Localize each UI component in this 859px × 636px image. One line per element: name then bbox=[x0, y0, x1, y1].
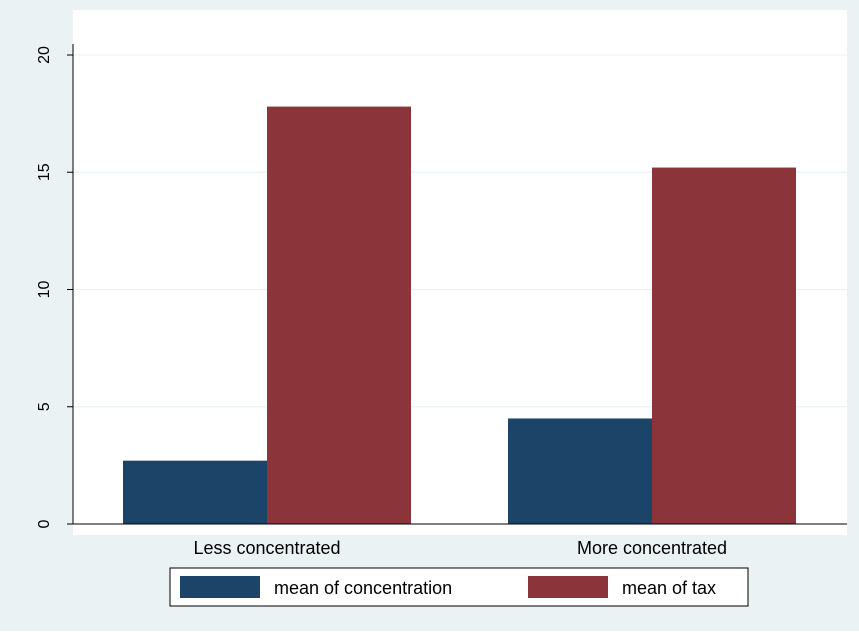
bar bbox=[508, 418, 652, 524]
y-tick-label: 10 bbox=[36, 281, 53, 299]
legend-swatch bbox=[528, 576, 608, 598]
legend-label: mean of tax bbox=[622, 578, 716, 598]
y-tick-label: 0 bbox=[36, 519, 53, 528]
bars bbox=[123, 106, 796, 524]
legend-box bbox=[169, 567, 749, 607]
y-tick-label: 20 bbox=[36, 46, 53, 64]
legend-swatch bbox=[180, 576, 260, 598]
bar bbox=[267, 106, 411, 524]
x-category-label: More concentrated bbox=[577, 538, 727, 558]
x-axis: Less concentrated More concentrated bbox=[73, 523, 847, 558]
bar bbox=[652, 167, 796, 524]
legend-label: mean of concentration bbox=[274, 578, 452, 598]
bar bbox=[123, 460, 267, 524]
y-tick-label: 15 bbox=[36, 163, 53, 181]
x-category-label: Less concentrated bbox=[193, 538, 340, 558]
y-axis: 0 5 10 15 20 bbox=[36, 44, 74, 528]
legend: mean of concentration mean of tax bbox=[169, 567, 749, 607]
y-tick-label: 5 bbox=[36, 402, 53, 411]
